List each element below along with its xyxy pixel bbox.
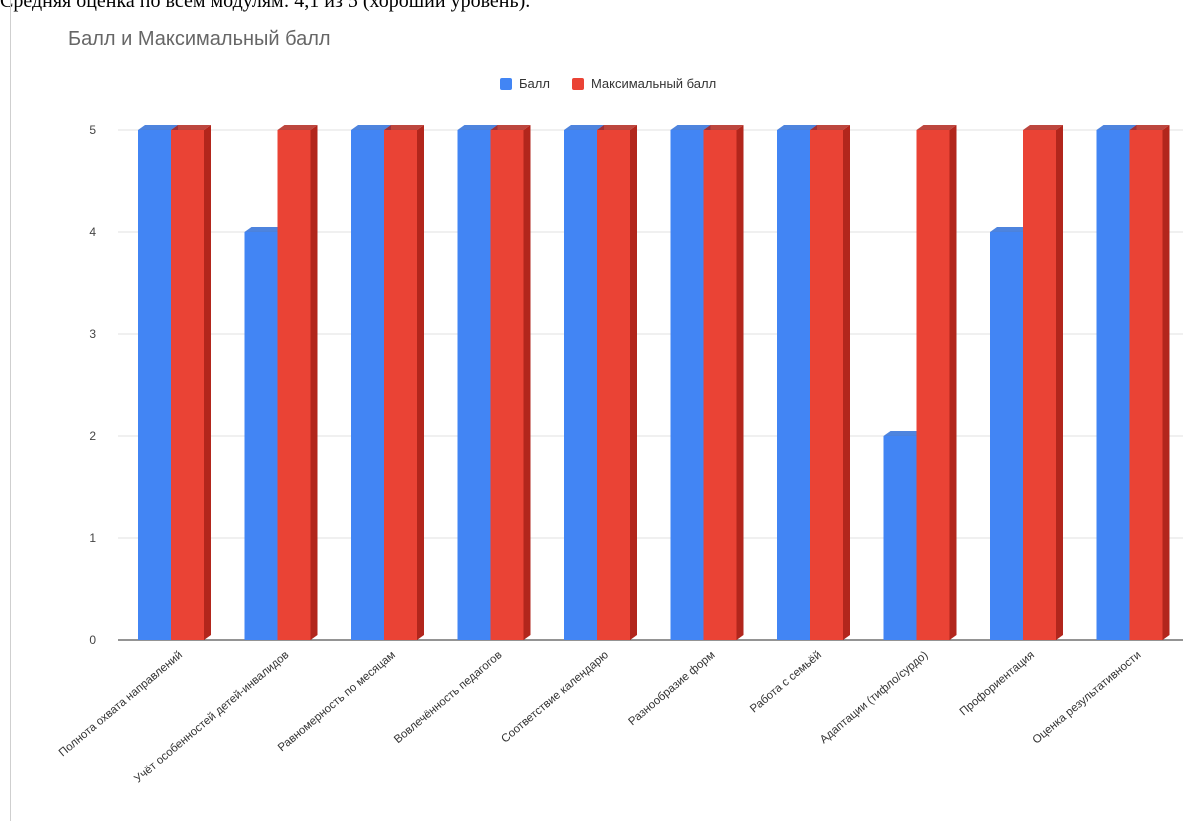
legend-item-max: Максимальный балл	[571, 76, 717, 91]
x-tick-label: Оценка результативности	[1031, 649, 1144, 746]
y-tick-label: 3	[89, 327, 96, 341]
bar-side-max	[523, 125, 531, 640]
bar-side-max	[1056, 125, 1063, 640]
bar-top-score	[457, 125, 498, 130]
bar-top-max	[810, 125, 850, 130]
x-tick-label: Адаптации (тифло/сурдо)	[818, 649, 931, 746]
bar-top-score	[1096, 125, 1137, 130]
bar-top-max	[277, 125, 318, 130]
y-tick-label: 1	[89, 531, 96, 545]
bar-side-max	[204, 125, 211, 640]
x-tick-label: Равномерность по месяцам	[276, 649, 398, 754]
bar-score	[351, 130, 384, 640]
header-text: Средняя оценка по всем модулям: 4,1 из 5…	[0, 0, 531, 12]
bar-score	[883, 436, 917, 640]
bar-top-score	[138, 125, 178, 130]
bar-top-score	[777, 125, 817, 130]
bar-top-score	[670, 125, 711, 130]
bar-top-score	[244, 227, 285, 232]
bar-top-score	[990, 227, 1030, 232]
bar-score	[457, 130, 491, 640]
bar-top-score	[564, 125, 604, 130]
legend-item-score: Балл	[500, 76, 550, 91]
bar-side-max	[736, 125, 744, 640]
legend-label-score: Балл	[519, 76, 550, 91]
bar-top-max	[490, 125, 531, 130]
bar-max	[384, 130, 417, 640]
bar-max	[490, 130, 524, 640]
bar-side-max	[843, 125, 850, 640]
x-tick-label: Вовлечённость педагогов	[392, 649, 504, 746]
bar-score	[777, 130, 810, 640]
y-tick-label: 2	[89, 429, 96, 443]
bar-max	[810, 130, 843, 640]
x-tick-label: Соответствие календарю	[499, 649, 611, 746]
frame-line	[10, 0, 11, 821]
bar-top-max	[1129, 125, 1170, 130]
bar-top-max	[1023, 125, 1063, 130]
bar-score	[244, 232, 278, 640]
bar-score	[990, 232, 1023, 640]
bar-max	[1023, 130, 1056, 640]
bar-top-max	[703, 125, 744, 130]
bar-top-score	[883, 431, 924, 436]
bar-top-score	[351, 125, 391, 130]
bar-side-max	[630, 125, 637, 640]
y-tick-label: 0	[89, 633, 96, 647]
x-tick-label: Профориентация	[958, 649, 1037, 718]
bar-score	[670, 130, 704, 640]
bar-max	[1129, 130, 1163, 640]
bar-max	[171, 130, 204, 640]
bar-max	[277, 130, 311, 640]
x-tick-label: Разнообразие форм	[626, 649, 717, 728]
bar-max	[916, 130, 950, 640]
legend-swatch-score	[500, 77, 512, 90]
bar-score	[1096, 130, 1130, 640]
legend-label-max: Максимальный балл	[590, 76, 717, 91]
bar-side-max	[310, 125, 318, 640]
x-tick-label: Работа с семьёй	[748, 649, 824, 715]
chart-title: Балл и Максимальный балл	[68, 28, 331, 50]
legend-swatch-max	[571, 77, 584, 90]
bar-top-max	[597, 125, 637, 130]
legend: Балл Максимальный балл	[500, 76, 730, 91]
bar-top-max	[916, 125, 957, 130]
bar-max	[597, 130, 630, 640]
bar-top-max	[171, 125, 211, 130]
bar-max	[703, 130, 737, 640]
y-tick-label: 5	[89, 123, 96, 137]
bar-side-max	[417, 125, 424, 640]
bar-side-max	[949, 125, 957, 640]
bar-score	[138, 130, 171, 640]
y-tick-label: 4	[89, 225, 96, 239]
bar-side-max	[1162, 125, 1170, 640]
x-tick-label: Полнота охвата направлений	[57, 649, 185, 759]
bar-top-max	[384, 125, 424, 130]
bar-score	[564, 130, 597, 640]
